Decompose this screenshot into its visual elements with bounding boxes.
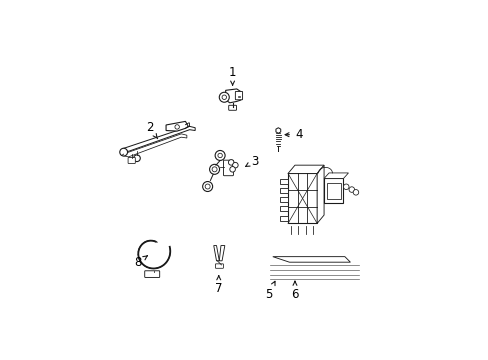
- Circle shape: [205, 184, 210, 189]
- Polygon shape: [275, 128, 280, 133]
- Text: 4: 4: [285, 128, 302, 141]
- Circle shape: [133, 155, 140, 162]
- FancyBboxPatch shape: [144, 271, 160, 278]
- Bar: [326, 183, 340, 199]
- Circle shape: [215, 150, 224, 161]
- Polygon shape: [219, 246, 224, 261]
- Polygon shape: [324, 173, 348, 179]
- Bar: [279, 207, 287, 211]
- Text: 5: 5: [264, 281, 274, 301]
- Circle shape: [232, 162, 238, 168]
- Text: 1: 1: [228, 66, 236, 85]
- Polygon shape: [272, 257, 350, 262]
- Circle shape: [209, 164, 219, 174]
- Bar: [279, 197, 287, 202]
- Circle shape: [218, 153, 222, 158]
- FancyBboxPatch shape: [228, 105, 236, 110]
- Bar: [279, 179, 287, 184]
- Polygon shape: [287, 174, 317, 223]
- Bar: [324, 179, 343, 203]
- FancyBboxPatch shape: [215, 264, 223, 268]
- FancyBboxPatch shape: [235, 91, 242, 100]
- Circle shape: [202, 181, 212, 192]
- Polygon shape: [123, 134, 186, 157]
- Polygon shape: [225, 89, 241, 103]
- Circle shape: [228, 159, 233, 165]
- Polygon shape: [166, 121, 188, 131]
- Circle shape: [229, 167, 235, 172]
- Bar: [279, 216, 287, 221]
- Text: 3: 3: [245, 154, 258, 167]
- Bar: [279, 188, 287, 193]
- Circle shape: [348, 187, 354, 192]
- Text: 7: 7: [215, 276, 222, 295]
- Polygon shape: [123, 126, 195, 151]
- Circle shape: [175, 125, 179, 129]
- Text: 2: 2: [145, 121, 157, 139]
- Polygon shape: [287, 165, 324, 174]
- Circle shape: [352, 190, 358, 195]
- Polygon shape: [213, 246, 219, 261]
- Text: 8: 8: [134, 256, 147, 269]
- FancyBboxPatch shape: [223, 160, 233, 176]
- FancyBboxPatch shape: [128, 157, 135, 163]
- Polygon shape: [317, 165, 324, 223]
- Circle shape: [212, 167, 217, 172]
- Circle shape: [222, 95, 226, 99]
- Circle shape: [219, 92, 229, 102]
- Text: 6: 6: [291, 282, 298, 301]
- Circle shape: [343, 184, 348, 190]
- Circle shape: [120, 148, 127, 156]
